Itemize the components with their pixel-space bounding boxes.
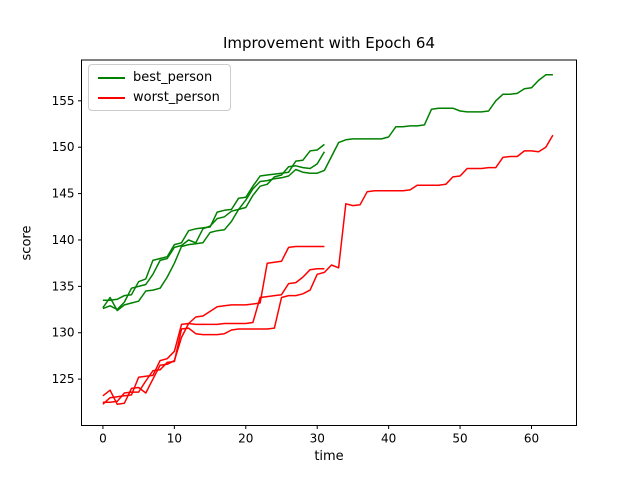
series-line-best-run-long: [102, 74, 553, 311]
legend-item-worst-person: worst_person: [98, 90, 220, 105]
x-tick-label: 60: [524, 432, 539, 446]
x-tick-label: 30: [310, 432, 325, 446]
y-tick-label: 145: [52, 187, 75, 201]
y-tick-label: 140: [52, 233, 75, 247]
legend-label-worst: worst_person: [133, 90, 220, 105]
axes-frame: [81, 59, 577, 426]
series-line-best-run-a: [102, 143, 325, 302]
x-tick-label: 0: [99, 432, 107, 446]
y-axis-label: score: [19, 225, 35, 261]
x-tick-label: 50: [452, 432, 467, 446]
y-tick-label: 135: [52, 279, 75, 293]
x-tick-label: 40: [381, 432, 396, 446]
series-line-worst-run-b: [102, 267, 325, 405]
y-tick-label: 155: [52, 94, 75, 108]
x-tick-label: 10: [167, 432, 182, 446]
series-line-worst-run-a: [102, 245, 325, 405]
legend-label-best: best_person: [133, 70, 213, 85]
legend: best_person worst_person: [88, 64, 231, 111]
legend-line-sample-worst: [98, 96, 125, 99]
x-axis-label: time: [314, 449, 344, 464]
chart-title: Improvement with Epoch 64: [222, 34, 436, 52]
series-line-best-run-b: [102, 151, 326, 312]
legend-item-best-person: best_person: [98, 70, 220, 85]
legend-line-sample-best: [98, 76, 125, 79]
y-tick-label: 130: [52, 326, 75, 340]
x-tick-label: 20: [238, 432, 253, 446]
y-tick-label: 125: [52, 372, 75, 386]
series-line-worst-run-long: [102, 134, 554, 404]
y-tick-label: 150: [52, 140, 75, 154]
